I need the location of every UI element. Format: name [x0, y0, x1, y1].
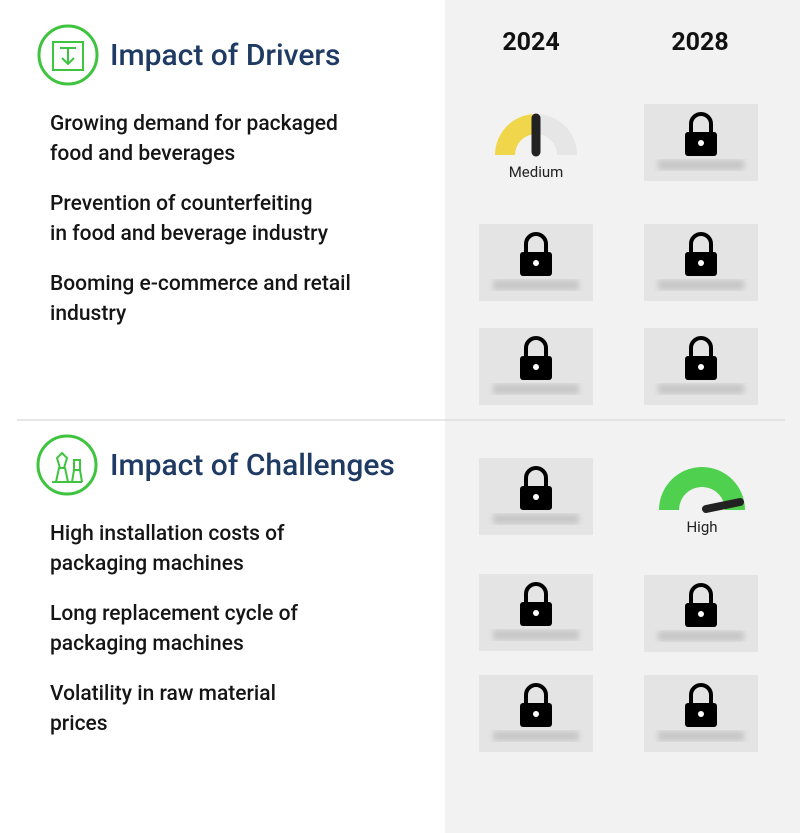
- item-text: High installation costs of: [50, 522, 285, 546]
- gauge-high: [659, 467, 745, 513]
- section-title: Impact of Challenges: [110, 448, 395, 483]
- item-text: packaging machines: [50, 552, 244, 576]
- item-text: Growing demand for packaged: [50, 112, 338, 136]
- item-text: Volatility in raw material: [50, 682, 276, 706]
- challenges-icon: [36, 434, 98, 496]
- item-text: in food and beverage industry: [50, 222, 329, 246]
- locked-tile[interactable]: [644, 224, 758, 301]
- locked-tile[interactable]: [644, 104, 758, 181]
- section-title: Impact of Drivers: [110, 38, 340, 73]
- locked-tile[interactable]: [644, 328, 758, 405]
- item-text: Booming e-commerce and retail: [50, 272, 351, 296]
- item-text: food and beverages: [50, 142, 235, 166]
- item-text: industry: [50, 302, 127, 326]
- item-text: Prevention of counterfeiting: [50, 192, 312, 216]
- item-text: packaging machines: [50, 632, 244, 656]
- gauge-medium: [495, 113, 577, 157]
- drivers-icon: [37, 24, 99, 86]
- locked-tile[interactable]: [479, 224, 593, 301]
- year: 2028: [671, 28, 728, 57]
- locked-tile[interactable]: [644, 575, 758, 652]
- item-text: prices: [50, 712, 108, 736]
- item-text: Long replacement cycle of: [50, 602, 298, 626]
- locked-tile[interactable]: [479, 328, 593, 405]
- locked-tile[interactable]: [644, 675, 758, 752]
- year: 2024: [502, 28, 559, 57]
- gauge-label: High: [686, 518, 717, 536]
- locked-tile[interactable]: [479, 574, 593, 651]
- locked-tile[interactable]: [479, 675, 593, 752]
- gauge-label: Medium: [509, 163, 564, 181]
- locked-tile[interactable]: [479, 458, 593, 535]
